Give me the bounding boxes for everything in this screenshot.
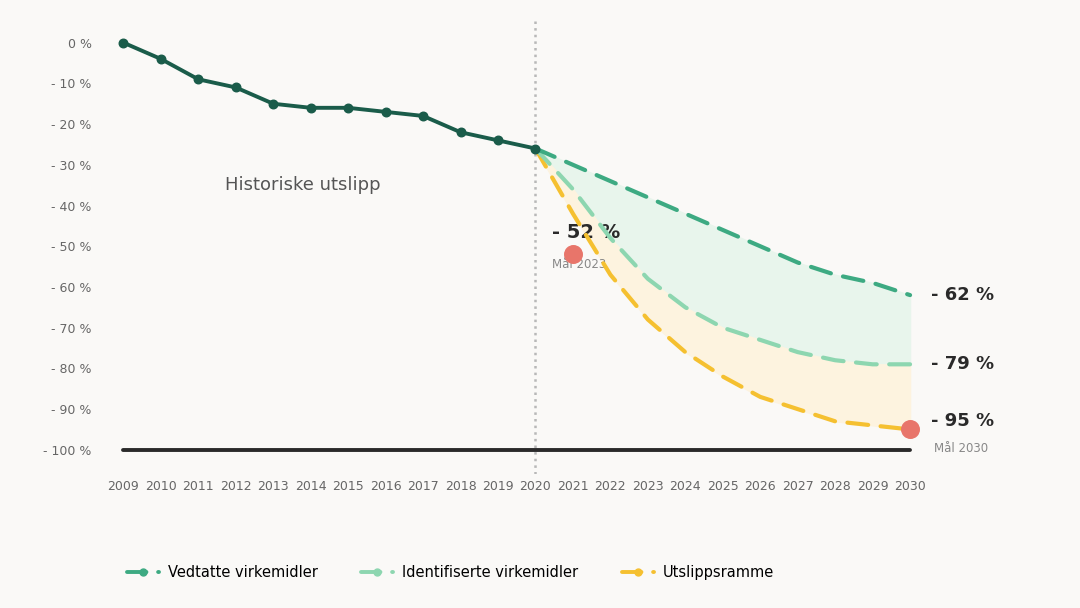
Point (190, 74, 207, 84)
Point (339, 103, 356, 112)
Point (302, 103, 320, 112)
Text: - 52 %: - 52 % (552, 223, 621, 242)
Point (114, 38, 132, 47)
Text: Historiske utslipp: Historiske utslipp (226, 176, 381, 194)
Text: - 62 %: - 62 % (931, 286, 994, 304)
Point (152, 54, 170, 64)
Point (902, 424, 919, 434)
Point (564, 249, 581, 259)
Point (415, 111, 432, 121)
Text: Mål 2023: Mål 2023 (552, 258, 607, 271)
Text: - 79 %: - 79 % (931, 355, 994, 373)
Text: Mål 2030: Mål 2030 (934, 441, 988, 455)
Legend: Vedtatte virkemidler, Identifiserte virkemidler, Utslippsramme: Vedtatte virkemidler, Identifiserte virk… (121, 559, 780, 586)
Point (377, 107, 394, 117)
Point (489, 136, 507, 145)
Point (265, 99, 282, 109)
Point (227, 83, 244, 92)
Text: - 95 %: - 95 % (931, 412, 994, 430)
Point (451, 128, 469, 137)
Point (527, 143, 544, 153)
